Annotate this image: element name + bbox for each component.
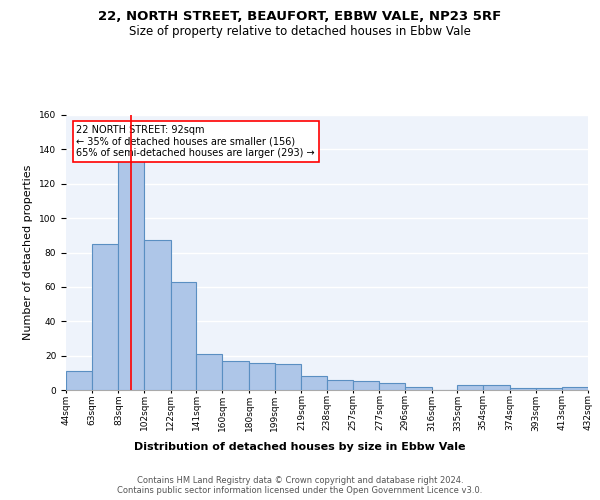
Bar xyxy=(118,156,144,390)
Bar xyxy=(275,364,301,390)
Bar xyxy=(457,385,483,390)
Bar xyxy=(379,383,405,390)
Bar xyxy=(405,386,432,390)
Bar xyxy=(327,380,353,390)
Text: Contains HM Land Registry data © Crown copyright and database right 2024.
Contai: Contains HM Land Registry data © Crown c… xyxy=(118,476,482,496)
Bar xyxy=(222,361,249,390)
Bar xyxy=(144,240,171,390)
Text: 22, NORTH STREET, BEAUFORT, EBBW VALE, NP23 5RF: 22, NORTH STREET, BEAUFORT, EBBW VALE, N… xyxy=(98,10,502,23)
Bar xyxy=(353,382,379,390)
Text: 22 NORTH STREET: 92sqm
← 35% of detached houses are smaller (156)
65% of semi-de: 22 NORTH STREET: 92sqm ← 35% of detached… xyxy=(76,124,315,158)
Bar xyxy=(66,371,92,390)
Text: Distribution of detached houses by size in Ebbw Vale: Distribution of detached houses by size … xyxy=(134,442,466,452)
Bar xyxy=(171,282,196,390)
Bar xyxy=(536,388,562,390)
Bar xyxy=(483,385,510,390)
Bar xyxy=(301,376,327,390)
Bar xyxy=(249,362,275,390)
Bar xyxy=(196,354,222,390)
Bar xyxy=(510,388,536,390)
Text: Size of property relative to detached houses in Ebbw Vale: Size of property relative to detached ho… xyxy=(129,25,471,38)
Y-axis label: Number of detached properties: Number of detached properties xyxy=(23,165,34,340)
Bar xyxy=(92,244,118,390)
Bar xyxy=(562,386,588,390)
